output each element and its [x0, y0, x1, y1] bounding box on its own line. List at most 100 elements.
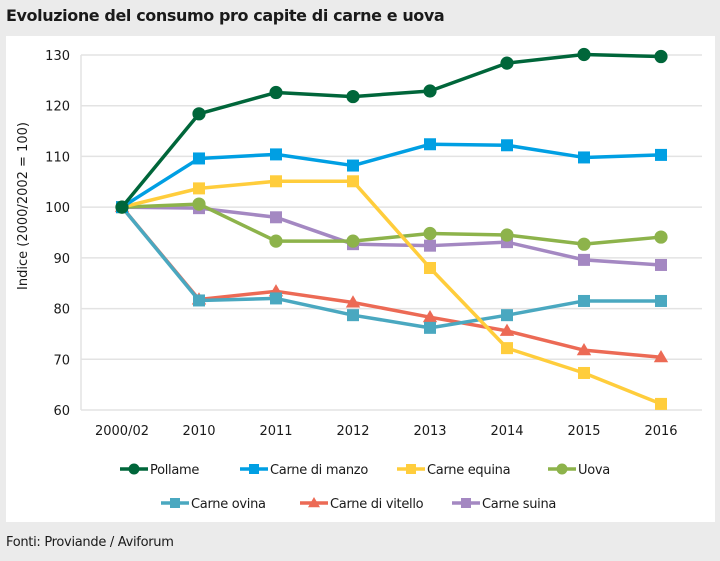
data-point	[655, 148, 667, 161]
data-point	[576, 342, 592, 356]
data-point	[270, 211, 282, 224]
data-point	[655, 294, 667, 307]
legend-marker-icon	[406, 464, 416, 474]
x-tick-label: 2012	[336, 424, 369, 439]
data-point	[578, 294, 590, 307]
data-point	[500, 228, 514, 242]
legend-marker-icon	[556, 463, 568, 475]
series-line	[120, 206, 662, 359]
legend-marker-icon	[461, 498, 471, 508]
data-point	[500, 56, 514, 70]
data-point	[346, 89, 360, 104]
y-tick-label: 100	[45, 201, 70, 216]
series-carne-ovina	[116, 201, 667, 334]
legend-marker-icon	[128, 463, 140, 475]
legend-marker-icon	[308, 497, 320, 508]
legend-label: Carne di manzo	[270, 463, 368, 478]
series-lines	[114, 47, 669, 410]
data-point	[578, 366, 590, 379]
data-point	[424, 262, 436, 274]
y-tick-label: 80	[53, 303, 70, 318]
y-axis-ticks: 60 70 80 90 100 110 120 130	[45, 49, 70, 419]
series-line	[121, 142, 662, 209]
data-point	[269, 234, 283, 248]
data-point	[655, 258, 667, 271]
x-tick-label: 2000/02	[95, 424, 149, 439]
data-point	[423, 226, 437, 241]
data-point	[499, 323, 515, 336]
legend-label: Uova	[578, 463, 610, 478]
data-point	[654, 49, 668, 64]
series-line	[121, 202, 662, 246]
source-note: Fonti: Proviande / Aviforum	[6, 535, 174, 550]
data-point	[654, 230, 668, 244]
legend-marker-icon	[170, 498, 180, 508]
legend-label: Carne ovina	[191, 497, 266, 512]
chart-panel: 60 70 80 90 100 110 120 130 2000/02 2010 2011 2012…	[6, 36, 715, 522]
legend-label: Pollame	[150, 463, 199, 478]
legend-item: Carne ovina	[161, 497, 266, 512]
y-tick-label: 70	[53, 353, 70, 368]
legend-label: Carne di vitello	[330, 497, 424, 512]
data-point	[193, 182, 205, 195]
y-tick-label: 120	[45, 100, 70, 115]
data-point	[346, 234, 360, 248]
x-axis-ticks: 2000/02 2010 2011 2012 2013 2014 2015 2016	[95, 424, 678, 439]
data-point	[270, 148, 282, 161]
data-point	[270, 175, 282, 188]
data-point	[577, 47, 591, 62]
series-line	[120, 52, 662, 209]
legend-item: Pollame	[120, 463, 200, 478]
data-point	[501, 342, 513, 355]
data-point	[345, 295, 361, 308]
legend-item: Carne suina	[452, 497, 556, 512]
data-point	[192, 107, 206, 121]
line-chart: 60 70 80 90 100 110 120 130 2000/02 2010 2011 2012…	[16, 47, 702, 512]
series-pollame	[115, 47, 668, 214]
x-tick-label: 2011	[259, 424, 292, 439]
y-tick-label: 110	[45, 150, 70, 165]
data-point	[501, 139, 513, 152]
data-point	[655, 397, 667, 410]
y-axis-label: Indice (2000/2002 = 100)	[16, 122, 31, 290]
y-tick-label: 130	[45, 49, 70, 64]
series-line	[120, 206, 661, 330]
data-point	[578, 151, 590, 164]
data-point	[424, 239, 436, 252]
data-point	[653, 350, 669, 363]
data-point	[115, 200, 129, 214]
legend-marker-icon	[249, 464, 259, 474]
legend-item: Uova	[548, 463, 610, 478]
x-tick-label: 2013	[413, 424, 446, 439]
y-tick-label: 90	[53, 252, 70, 267]
legend-label: Carne suina	[482, 497, 556, 512]
data-point	[424, 138, 436, 151]
chart-title: Evoluzione del consumo pro capite di car…	[6, 6, 445, 25]
legend-item: Carne equina	[397, 463, 511, 478]
gridlines	[80, 54, 702, 411]
data-point	[347, 159, 359, 172]
data-point	[193, 294, 205, 307]
x-tick-label: 2014	[490, 424, 523, 439]
series-uova	[115, 197, 668, 251]
data-point	[270, 292, 282, 305]
data-point	[347, 175, 359, 188]
data-point	[501, 309, 513, 322]
data-point	[269, 85, 283, 100]
series-line	[121, 179, 662, 406]
legend-label: Carne equina	[427, 463, 510, 478]
x-tick-label: 2010	[182, 424, 215, 439]
data-point	[423, 84, 437, 98]
data-point	[424, 321, 436, 334]
data-point	[578, 253, 590, 266]
data-point	[192, 197, 206, 211]
data-point	[577, 237, 591, 251]
legend-item: Carne di manzo	[240, 463, 369, 478]
data-point	[347, 309, 359, 322]
data-point	[193, 152, 205, 165]
y-tick-label: 60	[53, 404, 70, 419]
legend-item: Carne di vitello	[300, 497, 424, 512]
x-tick-label: 2015	[567, 424, 600, 439]
legend: Pollame Carne di manzo Carne equina Uova Car…	[120, 463, 610, 512]
data-point	[422, 309, 438, 323]
